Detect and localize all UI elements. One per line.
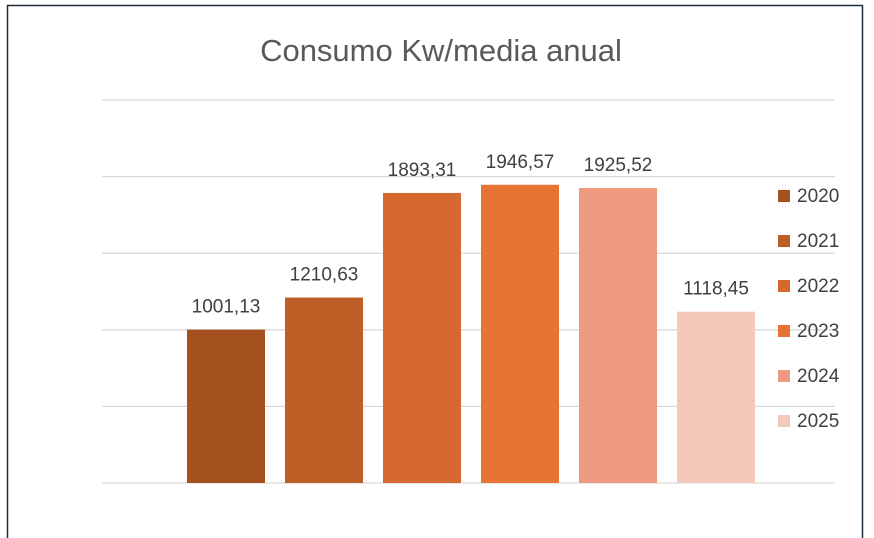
data-label: 1118,45 [683,279,749,300]
data-label: 1946,57 [486,152,555,173]
bar [187,329,265,483]
bar [579,188,657,484]
data-label: 1001,13 [192,297,261,318]
legend-label: 2024 [797,366,840,387]
chart-frame [6,4,864,538]
bar [383,192,461,484]
legend-label: 2021 [797,231,839,252]
legend-label: 2022 [797,276,839,297]
legend-swatch [778,280,790,292]
data-label: 1893,31 [388,160,457,181]
legend-swatch [778,235,790,247]
bar [481,184,559,484]
legend-swatch [778,370,790,382]
chart-title: Consumo Kw/media anual [260,33,622,68]
legend-swatch [778,190,790,202]
data-label: 1210,63 [290,265,359,286]
legend-swatch [778,325,790,337]
legend-label: 2023 [797,321,839,342]
legend-label: 2020 [797,186,839,207]
bar [285,297,363,483]
data-label: 1925,52 [584,155,653,176]
legend-swatch [778,415,790,427]
legend-label: 2025 [797,411,839,432]
bar [677,311,755,483]
